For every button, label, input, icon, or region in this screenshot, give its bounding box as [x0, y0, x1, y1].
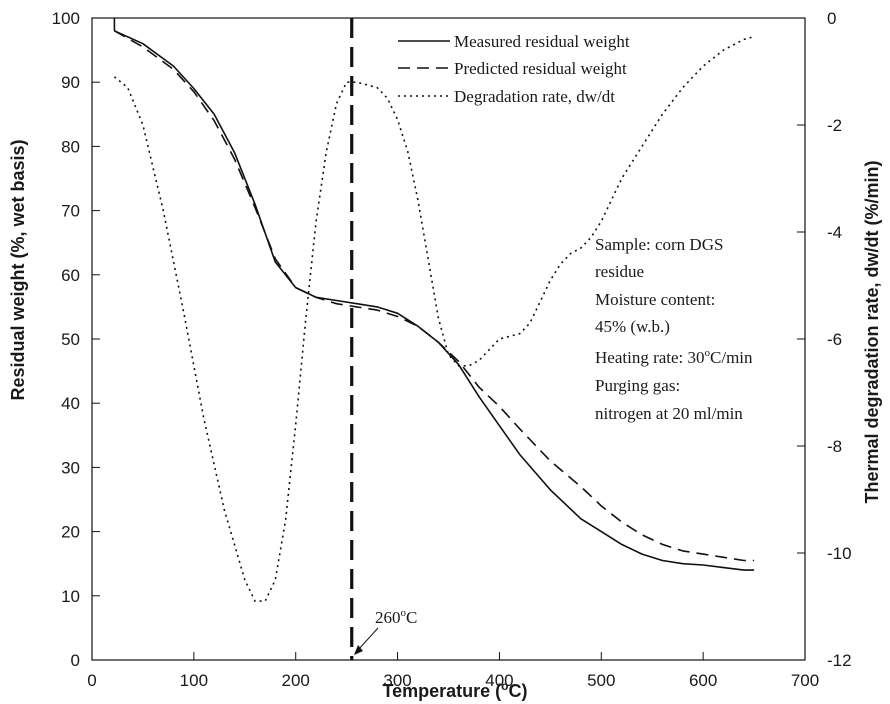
- plot-border: [91, 17, 806, 661]
- x-tick-label: 400: [485, 671, 513, 690]
- x-axis-ticks: 0 100 200 300 400 500 600 700: [87, 652, 819, 690]
- info-line-2: residue: [595, 262, 644, 281]
- info-line-1: Sample: corn DGS: [595, 235, 723, 254]
- series-lines: [113, 18, 755, 602]
- x-tick-label: 0: [87, 671, 96, 690]
- y-tick-label: 100: [52, 9, 80, 28]
- x-tick-label: 300: [383, 671, 411, 690]
- y2-axis-title: Thermal degradation rate, dw/dt (%/min): [862, 160, 882, 503]
- y2-tick-label: -6: [827, 330, 842, 349]
- y2-axis-ticks: 0 -2 -4 -6 -8 -10 -12: [797, 9, 852, 670]
- info-line-4: 45% (w.b.): [595, 317, 670, 336]
- y-tick-label: 0: [71, 651, 80, 670]
- legend-label-predicted: Predicted residual weight: [454, 59, 627, 78]
- info-line-3: Moisture content:: [595, 290, 715, 309]
- y2-tick-label: -4: [827, 223, 842, 242]
- x-tick-label: 200: [282, 671, 310, 690]
- legend-label-measured: Measured residual weight: [454, 32, 630, 51]
- series-predicted-line: [114, 30, 755, 562]
- y2-tick-label: -12: [827, 651, 852, 670]
- annotation-arrowhead: [354, 645, 363, 655]
- plot-frame: [91, 17, 806, 661]
- annotation-260C-label: 260oC: [375, 607, 417, 627]
- x-tick-label: 500: [587, 671, 615, 690]
- info-line-5: Heating rate: 30oC/min: [595, 347, 753, 367]
- y-tick-label: 60: [61, 266, 80, 285]
- y2-tick-label: -10: [827, 544, 852, 563]
- y2-tick-label: -8: [827, 437, 842, 456]
- y-tick-label: 90: [61, 73, 80, 92]
- x-axis-title: Temperature (oC): [382, 679, 527, 701]
- y-axis-ticks: 0 10 20 30 40 50 60 70 80 90 100: [52, 9, 100, 670]
- y2-tick-label: -2: [827, 116, 842, 135]
- info-line-6: Purging gas:: [595, 376, 680, 395]
- annotation-arrow-shaft: [357, 627, 379, 651]
- x-tick-label: 700: [791, 671, 819, 690]
- y-tick-label: 80: [61, 137, 80, 156]
- annotation-260C: 260oC: [354, 607, 417, 655]
- legend-label-rate: Degradation rate, dw/dt: [454, 87, 615, 106]
- y-tick-label: 10: [61, 587, 80, 606]
- info-line-7: nitrogen at 20 ml/min: [595, 404, 743, 423]
- y-tick-label: 40: [61, 394, 80, 413]
- x-tick-label: 100: [180, 671, 208, 690]
- sample-info: Sample: corn DGS residue Moisture conten…: [595, 235, 753, 423]
- y-tick-label: 70: [61, 202, 80, 221]
- y-axis-title: Residual weight (%, wet basis): [8, 139, 28, 400]
- y-tick-label: 50: [61, 330, 80, 349]
- y-tick-label: 30: [61, 458, 80, 477]
- y2-tick-label: 0: [827, 9, 836, 28]
- y-tick-label: 20: [61, 523, 80, 542]
- legend: Measured residual weight Predicted resid…: [398, 32, 630, 106]
- series-degradation-rate-line: [113, 35, 755, 602]
- x-tick-label: 600: [689, 671, 717, 690]
